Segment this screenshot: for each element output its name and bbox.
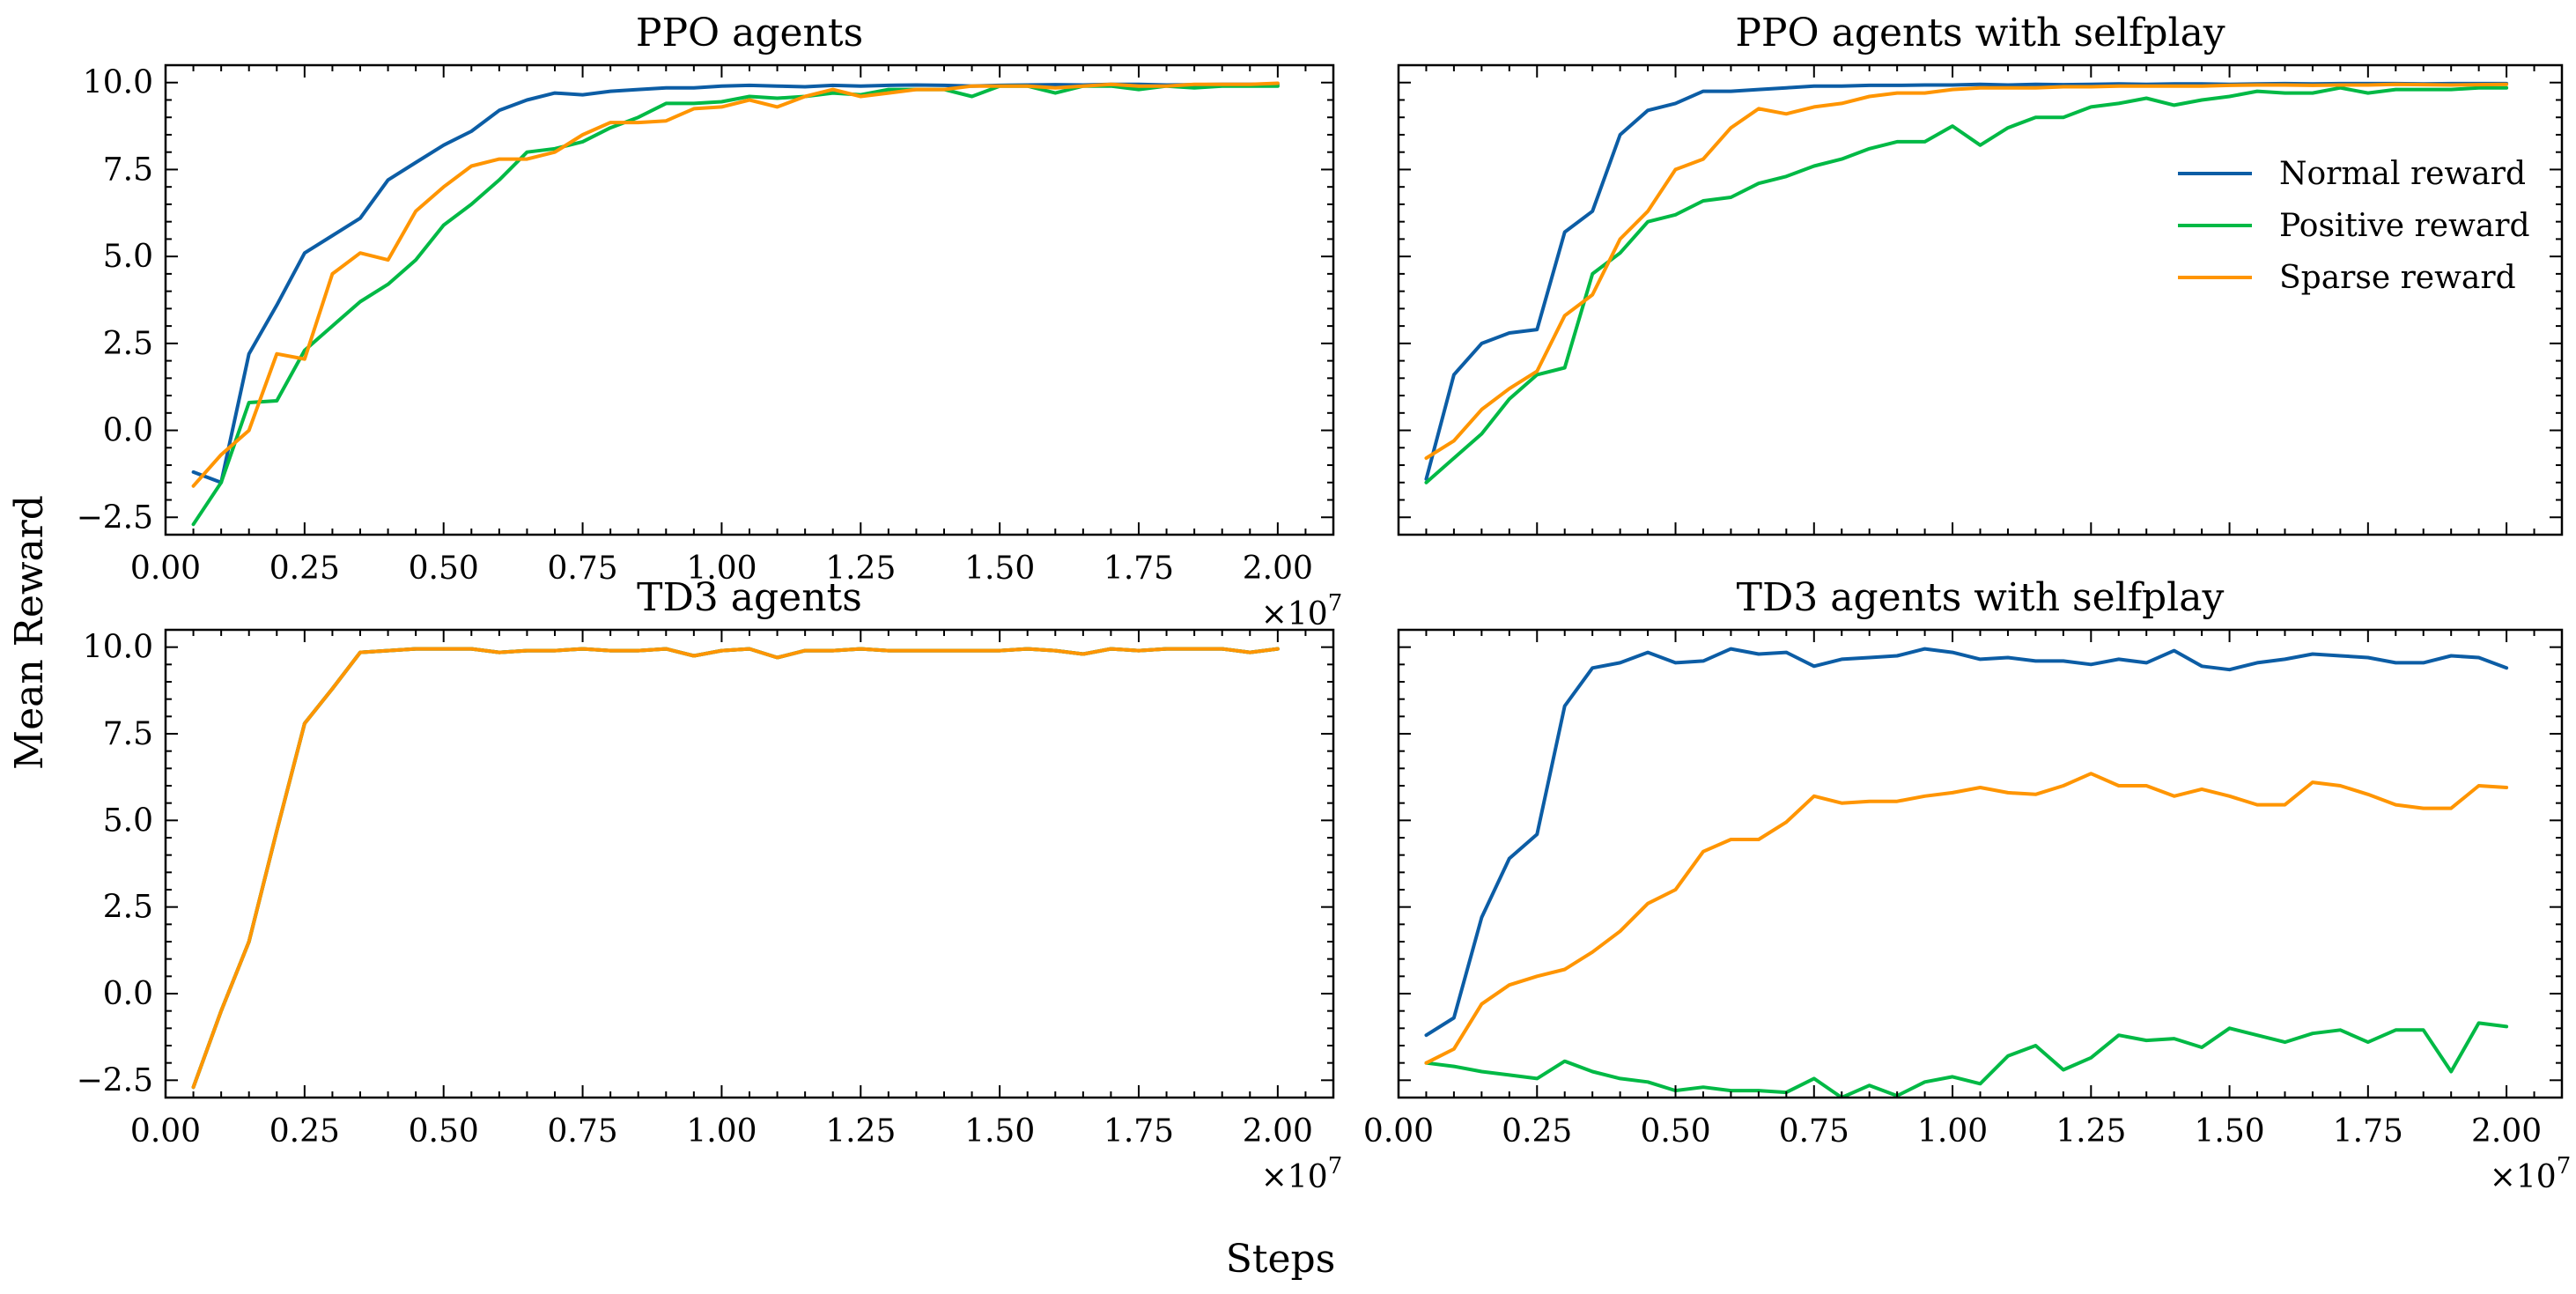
panel-td3: TD3 agents −2.5 0.0 2.5 5.0 7.5 10.0 0.00 0.25 0.… bbox=[77, 575, 1343, 1195]
panels: PPO agents −2.5 0.0 2.5 5.0 7.5 10.0 0.00 0.25 0.… bbox=[77, 11, 2572, 1195]
x-tick-label: 1.00 bbox=[1917, 1113, 1988, 1150]
panel-title: PPO agents with selfplay bbox=[1735, 11, 2225, 55]
panel-title: PPO agents bbox=[636, 11, 863, 55]
x-tick-label: 1.25 bbox=[825, 1113, 896, 1150]
x-offset-label: ×107 bbox=[1261, 1153, 1343, 1195]
x-tick-label: 1.25 bbox=[2056, 1113, 2126, 1150]
x-tick-label: 0.25 bbox=[1502, 1113, 1572, 1150]
x-tick-label: 0.25 bbox=[269, 1113, 340, 1150]
panel-ppo: PPO agents −2.5 0.0 2.5 5.0 7.5 10.0 0.00 0.25 0.… bbox=[77, 11, 1343, 632]
tick-marks bbox=[165, 629, 1334, 1098]
y-tick-label: 10.0 bbox=[83, 65, 153, 101]
x-tick-label: 0.75 bbox=[547, 551, 617, 587]
legend-label: Sparse reward bbox=[2279, 260, 2516, 296]
x-offset-label: ×107 bbox=[1261, 590, 1343, 632]
series-line-sparse-reward bbox=[191, 647, 1280, 1090]
tick-marks bbox=[1398, 64, 2563, 536]
legend-item: Normal reward bbox=[2178, 156, 2526, 192]
x-tick-label: 0.75 bbox=[1779, 1113, 1849, 1150]
panel-title: TD3 agents bbox=[637, 575, 862, 620]
x-tick-label: 2.00 bbox=[1243, 1113, 1313, 1150]
x-tick-label: 1.75 bbox=[1103, 1113, 1174, 1150]
x-offset-label: ×107 bbox=[2490, 1153, 2572, 1195]
x-tick-label: 0.00 bbox=[1363, 1113, 1434, 1150]
legend-item: Positive reward bbox=[2178, 208, 2530, 244]
series-lines bbox=[1424, 647, 2509, 1098]
x-tick-label: 1.00 bbox=[686, 551, 757, 587]
tick-marks bbox=[1398, 629, 2563, 1098]
series-line-sparse-reward bbox=[1424, 82, 2509, 461]
x-axis-label: Steps bbox=[1226, 1237, 1336, 1282]
panel-title: TD3 agents with selfplay bbox=[1737, 575, 2225, 620]
panel-ppo-selfplay: PPO agents with selfplay bbox=[1397, 11, 2564, 536]
y-tick-label: −2.5 bbox=[77, 1062, 153, 1098]
y-tick-label: 7.5 bbox=[103, 152, 153, 188]
series-lines bbox=[191, 647, 1280, 1090]
y-axis-label: Mean Reward bbox=[7, 495, 52, 770]
x-tick-label: 1.25 bbox=[825, 551, 896, 587]
x-tick-label: 1.50 bbox=[964, 551, 1035, 587]
y-tick-label: 0.0 bbox=[103, 976, 153, 1012]
series-line-normal-reward bbox=[191, 82, 1280, 484]
x-tick-label: 2.00 bbox=[2471, 1113, 2542, 1150]
axes-frame bbox=[164, 628, 1335, 1099]
x-tick-label: 0.50 bbox=[409, 1113, 479, 1150]
tick-marks bbox=[165, 64, 1334, 536]
x-tick-label: 1.75 bbox=[2333, 1113, 2403, 1150]
x-tick-label: 1.00 bbox=[686, 1113, 757, 1150]
x-tick-label: 0.75 bbox=[547, 1113, 617, 1150]
y-tick-label: 5.0 bbox=[103, 802, 153, 839]
y-tick-label: 2.5 bbox=[103, 326, 153, 362]
x-tick-label: 0.00 bbox=[130, 551, 201, 587]
panel-td3-selfplay: TD3 agents with selfplay 0.00 0.25 0.50 0.75… bbox=[1363, 575, 2571, 1195]
series-line-sparse-reward bbox=[191, 81, 1280, 488]
series-line-normal-reward bbox=[1424, 647, 2509, 1038]
y-tick-label: 7.5 bbox=[103, 716, 153, 752]
x-tick-label: 0.50 bbox=[1640, 1113, 1710, 1150]
legend: Normal reward Positive reward Sparse rewar… bbox=[2178, 156, 2530, 296]
series-lines bbox=[191, 81, 1280, 527]
x-tick-label: 1.75 bbox=[1103, 551, 1174, 587]
x-tick-label: 0.50 bbox=[409, 551, 479, 587]
x-tick-label: 0.00 bbox=[130, 1113, 201, 1150]
x-tick-label: 1.50 bbox=[2194, 1113, 2264, 1150]
series-lines bbox=[1424, 81, 2509, 484]
x-tick-label: 1.50 bbox=[964, 1113, 1035, 1150]
series-line-normal-reward bbox=[191, 647, 1280, 1090]
axes-frame bbox=[164, 63, 1335, 536]
series-line-sparse-reward bbox=[1424, 772, 2509, 1065]
x-tick-label: 2.00 bbox=[1243, 551, 1313, 587]
y-tick-label: 2.5 bbox=[103, 890, 153, 926]
y-tick-label: 5.0 bbox=[103, 239, 153, 275]
series-line-positive-reward bbox=[191, 647, 1280, 1090]
y-tick-label: 0.0 bbox=[103, 413, 153, 449]
series-line-positive-reward bbox=[1424, 1021, 2509, 1098]
legend-item: Sparse reward bbox=[2178, 260, 2516, 296]
y-tick-label: −2.5 bbox=[77, 499, 153, 536]
x-tick-label: 0.25 bbox=[269, 551, 340, 587]
legend-label: Positive reward bbox=[2279, 208, 2530, 244]
series-line-positive-reward bbox=[191, 84, 1280, 527]
y-tick-label: 10.0 bbox=[83, 630, 153, 666]
axes-frame bbox=[1397, 63, 2564, 536]
legend-label: Normal reward bbox=[2279, 156, 2526, 192]
axes-frame bbox=[1397, 628, 2564, 1099]
